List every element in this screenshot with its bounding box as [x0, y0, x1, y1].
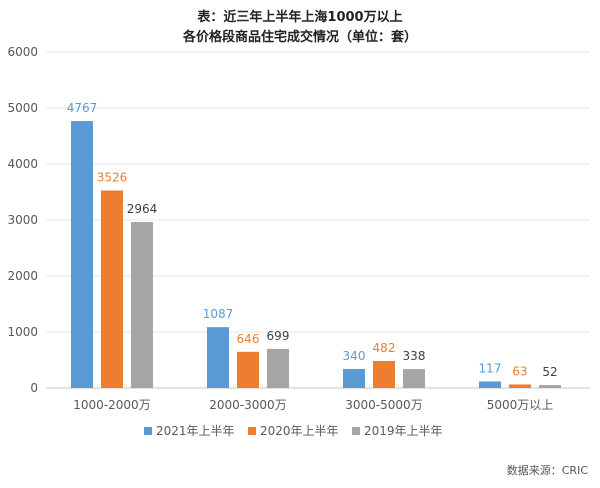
bar: [71, 121, 93, 388]
legend-swatch: [248, 427, 256, 435]
data-source: 数据来源：CRIC: [506, 464, 588, 477]
data-label: 646: [237, 332, 260, 346]
x-tick-label: 5000万以上: [487, 398, 554, 412]
bar: [479, 381, 501, 388]
x-tick-label: 3000-5000万: [345, 398, 422, 412]
y-tick-label: 0: [30, 381, 38, 395]
bar: [343, 368, 365, 388]
y-tick-label: 6000: [7, 45, 38, 59]
data-label: 52: [542, 365, 557, 379]
data-label: 340: [343, 349, 366, 363]
x-tick-label: 2000-3000万: [209, 398, 286, 412]
data-label: 482: [373, 341, 396, 355]
bar: [267, 348, 289, 388]
y-tick-label: 4000: [7, 157, 38, 171]
data-label: 4767: [67, 101, 98, 115]
bar: [539, 385, 561, 388]
data-label: 338: [403, 349, 426, 363]
data-label: 2964: [127, 202, 158, 216]
legend-label: 2019年上半年: [364, 424, 443, 438]
data-label: 63: [512, 364, 527, 378]
bar: [509, 384, 531, 388]
chart-title: 表：近三年上半年上海1000万以上: [197, 10, 403, 25]
bar: [373, 361, 395, 388]
bar: [131, 222, 153, 388]
bar: [237, 351, 259, 388]
y-tick-label: 2000: [7, 269, 38, 283]
data-label: 699: [267, 329, 290, 343]
y-tick-label: 5000: [7, 101, 38, 115]
x-tick-label: 1000-2000万: [73, 398, 150, 412]
bar: [403, 369, 425, 388]
data-label: 3526: [97, 171, 128, 185]
y-tick-label: 1000: [7, 325, 38, 339]
legend-label: 2020年上半年: [260, 424, 339, 438]
legend-label: 2021年上半年: [156, 424, 235, 438]
bar: [207, 327, 229, 388]
data-label: 117: [479, 361, 502, 375]
data-label: 1087: [203, 307, 234, 321]
chart-subtitle: 各价格段商品住宅成交情况（单位：套）: [182, 30, 417, 45]
legend-swatch: [352, 427, 360, 435]
y-tick-label: 3000: [7, 213, 38, 227]
legend-swatch: [144, 427, 152, 435]
bar: [101, 190, 123, 388]
